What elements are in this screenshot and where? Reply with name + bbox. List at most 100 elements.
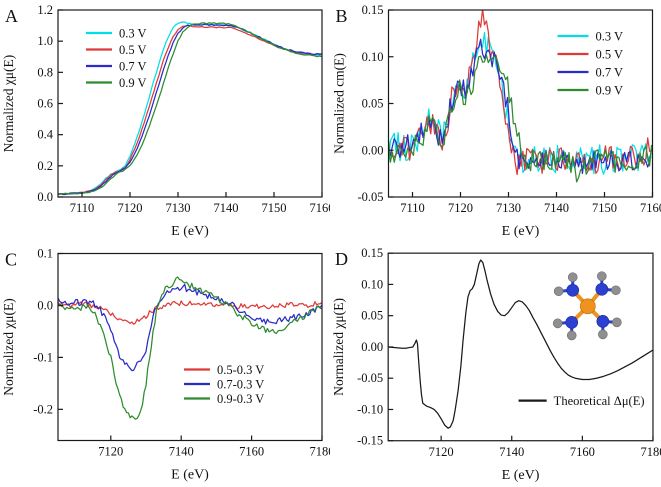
y-tick-label: 0.0 <box>37 298 53 312</box>
x-tick-label: 7180 <box>640 445 661 459</box>
y-tick-label: -0.1 <box>33 350 53 364</box>
series-0.9-V <box>58 22 322 195</box>
chart-B-canvas: 7110 7120 7130 7140 7150 7160 -0.05 0.00 0.05 0.1… <box>332 3 661 239</box>
legend: 0.3 V 0.5 V 0.7 V 0.9 V <box>557 30 624 98</box>
plot-area <box>58 276 322 420</box>
y-tick-label: -0.05 <box>357 190 383 204</box>
panel-B: 7110 7120 7130 7140 7150 7160 -0.05 0.00 0.05 0.1… <box>330 0 661 243</box>
hydrogen-atom <box>598 329 608 340</box>
legend-label: 0.3 V <box>119 27 147 41</box>
x-tick-label: 7120 <box>118 201 143 215</box>
series-0.9-0.3-V <box>58 276 322 420</box>
y-tick-label: 1.0 <box>37 34 53 48</box>
plot-frame <box>57 252 323 442</box>
y-tick-label: -0.10 <box>357 402 383 416</box>
series-0.5-0.3-V <box>58 300 322 325</box>
hydrogen-atom <box>611 285 621 296</box>
legend-label: 0.9 V <box>596 84 624 98</box>
x-tick-label: 7150 <box>592 201 617 215</box>
legend-label: 0.3 V <box>596 30 624 44</box>
x-tick-label: 7160 <box>570 445 595 459</box>
x-tick-label: 7140 <box>214 201 239 215</box>
hydrogen-atom <box>552 318 563 329</box>
axes: 7110 7120 7130 7140 7150 7160 0.0 0.2 0.4 0.6 0.8 1… <box>37 3 330 215</box>
y-tick-label: 0.10 <box>362 50 384 64</box>
panel-letter: B <box>336 6 348 26</box>
y-tick-label: 1.2 <box>37 3 53 17</box>
x-tick-label: 7140 <box>499 445 524 459</box>
plot-area <box>388 259 653 429</box>
series-0.9-V <box>388 54 653 183</box>
nitrogen-atom <box>565 316 579 329</box>
plot-frame <box>57 9 323 198</box>
x-axis-label: E (eV) <box>171 224 209 239</box>
legend-label: 0.7 V <box>119 60 147 74</box>
axes: 7120 7140 7160 7180 -0.15 -0.10 -0.05 0.00 0.05 0… <box>357 246 661 459</box>
molecule-inset <box>552 271 622 341</box>
hydrogen-atom <box>566 330 577 341</box>
panel-A: 7110 7120 7130 7140 7150 7160 0.0 0.2 0.4 0.6 0.8 1… <box>0 0 330 243</box>
x-tick-label: 7140 <box>169 445 194 459</box>
plot-frame <box>387 252 654 442</box>
panel-letter: C <box>5 250 17 270</box>
y-tick-label: -0.15 <box>357 434 383 448</box>
series-0.7-0.3-V <box>58 283 322 372</box>
x-tick-label: 7110 <box>400 201 425 215</box>
legend-label: 0.5-0.3 V <box>217 363 264 377</box>
x-axis-label: E (eV) <box>502 467 540 483</box>
metal-center-atom <box>579 298 596 315</box>
y-tick-label: 0.00 <box>362 143 384 157</box>
legend-label: 0.7 V <box>596 66 624 80</box>
nitrogen-atom <box>596 315 610 328</box>
y-tick-label: 0.6 <box>37 97 53 111</box>
y-tick-label: 0.15 <box>362 3 384 17</box>
y-tick-label: 0.00 <box>361 340 383 354</box>
x-tick-label: 7110 <box>70 201 95 215</box>
chart-D-canvas: 7120 7140 7160 7180 -0.15 -0.10 -0.05 0.00 0.05 0… <box>331 246 661 483</box>
y-axis-label: Normalized cm(E) <box>332 53 347 154</box>
panel-letter: A <box>5 6 18 26</box>
chart-A-canvas: 7110 7120 7130 7140 7150 7160 0.0 0.2 0.4 0.6 0.8 1… <box>1 3 330 239</box>
legend-label: 0.9 V <box>119 76 147 90</box>
y-tick-label: 0.8 <box>37 65 53 79</box>
nitrogen-atom <box>595 282 609 296</box>
x-tick-label: 7160 <box>640 201 661 215</box>
legend-label: 0.7-0.3 V <box>217 378 264 392</box>
x-tick-label: 7160 <box>310 201 331 215</box>
x-tick-label: 7150 <box>262 201 287 215</box>
x-tick-label: 7180 <box>310 445 331 459</box>
legend-label: 0.5 V <box>596 48 624 62</box>
legend-label: 0.5 V <box>119 43 147 57</box>
x-axis-label: E (eV) <box>502 224 540 239</box>
y-tick-label: 0.10 <box>361 277 383 291</box>
y-tick-label: 0.05 <box>361 309 383 323</box>
x-tick-label: 7120 <box>448 201 473 215</box>
hydrogen-atom <box>597 271 607 282</box>
y-axis-label: Normalized χμ(E) <box>1 55 16 153</box>
x-tick-label: 7130 <box>496 201 521 215</box>
chart-C-canvas: 7120 7140 7160 7180 -0.2 -0.1 0.0 0.1 E (eV) Norm… <box>1 247 331 483</box>
panel-D: 7120 7140 7160 7180 -0.15 -0.10 -0.05 0.00 0.05 0… <box>330 243 661 487</box>
x-tick-label: 7160 <box>239 445 264 459</box>
series-Theoretical-E- <box>388 259 653 429</box>
y-tick-label: -0.2 <box>33 402 53 416</box>
y-tick-label: 0.4 <box>37 128 53 142</box>
x-axis-label: E (eV) <box>171 468 209 483</box>
legend-label: 0.9-0.3 V <box>217 392 264 406</box>
y-tick-label: 0.0 <box>37 190 53 204</box>
hydrogen-atom <box>567 272 578 283</box>
legend: 0.5-0.3 V0.7-0.3 V0.9-0.3 V <box>184 363 264 406</box>
x-tick-label: 7120 <box>429 445 454 459</box>
y-tick-label: 0.2 <box>37 159 53 173</box>
hydrogen-atom <box>612 317 622 328</box>
hydrogen-atom <box>553 286 564 297</box>
panel-C: 7120 7140 7160 7180 -0.2 -0.1 0.0 0.1 E (eV) Norm… <box>0 243 330 487</box>
y-tick-label: 0.15 <box>361 246 383 260</box>
legend-label: Theoretical Δμ(E) <box>554 394 645 408</box>
x-tick-label: 7120 <box>98 445 123 459</box>
y-tick-label: 0.05 <box>362 97 384 111</box>
plot-area <box>58 21 322 196</box>
axes: 7110 7120 7130 7140 7150 7160 -0.05 0.00 0.05 0.1… <box>357 3 661 215</box>
legend: 0.3 V 0.5 V 0.7 V 0.9 V <box>86 27 147 90</box>
